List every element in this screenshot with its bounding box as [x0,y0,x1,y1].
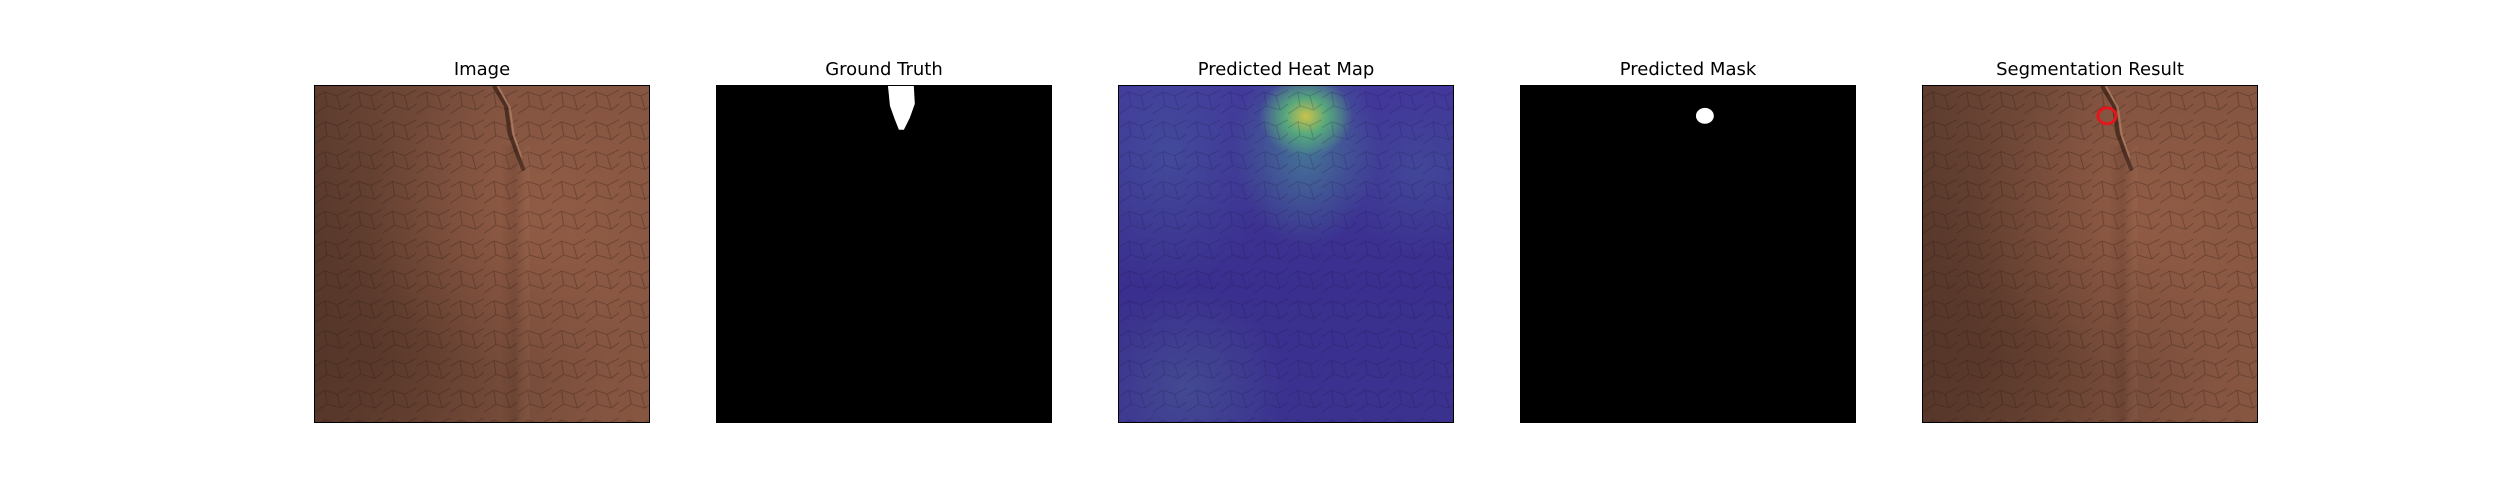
leather-texture [315,86,649,422]
ground-truth-defect-region [887,86,915,130]
panel-title-predicted-mask: Predicted Mask [1619,59,1757,80]
predicted-heat-map [1118,85,1454,423]
panel-title-ground-truth: Ground Truth [825,59,943,80]
ground-truth-mask [716,85,1052,423]
segmentation-contour [2096,106,2118,126]
panel-title-segmentation-result: Segmentation Result [1996,59,2184,80]
input-image [314,85,650,423]
panel-title-heat-map: Predicted Heat Map [1197,59,1375,80]
predicted-mask [1520,85,1856,423]
segmentation-result [1922,85,2258,423]
predicted-defect-region [1695,107,1714,124]
panel-title-image: Image [453,59,511,80]
